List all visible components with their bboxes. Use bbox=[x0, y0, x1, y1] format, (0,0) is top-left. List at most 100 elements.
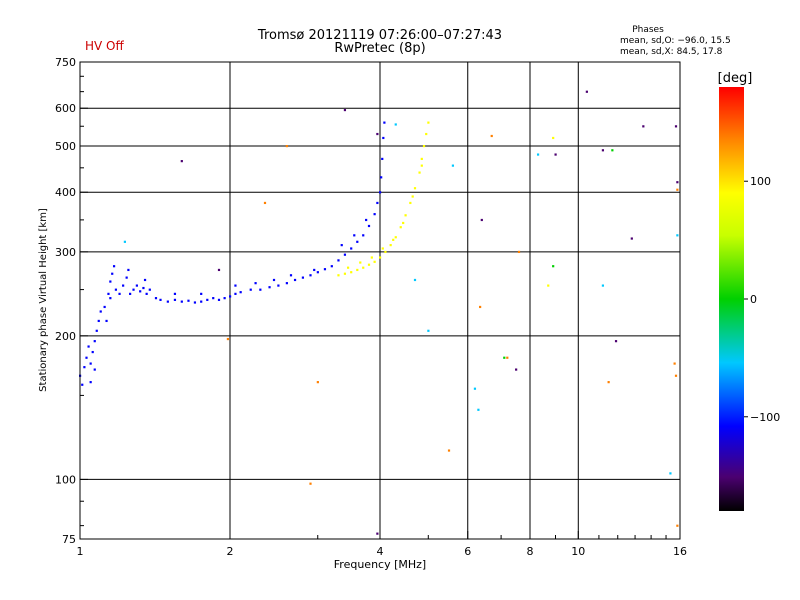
data-point bbox=[389, 244, 392, 247]
data-point bbox=[473, 387, 477, 390]
data-point bbox=[630, 237, 633, 240]
data-point bbox=[125, 276, 128, 279]
y-tick-label: 600 bbox=[55, 102, 76, 115]
data-point bbox=[381, 157, 384, 161]
data-point bbox=[379, 191, 382, 194]
data-point bbox=[166, 300, 169, 303]
data-point bbox=[402, 221, 405, 225]
scatter-points bbox=[79, 90, 679, 535]
data-point bbox=[480, 218, 483, 222]
data-point bbox=[380, 176, 383, 179]
data-point bbox=[346, 266, 350, 269]
data-point bbox=[143, 278, 147, 282]
x-tick-label: 6 bbox=[464, 545, 471, 558]
data-point bbox=[477, 408, 480, 411]
y-tick-label: 200 bbox=[55, 330, 76, 343]
phases-header: Phases bbox=[632, 25, 664, 35]
data-point bbox=[420, 157, 423, 161]
data-point bbox=[343, 272, 347, 275]
data-point bbox=[370, 256, 373, 259]
data-point bbox=[373, 260, 376, 263]
data-point bbox=[394, 123, 397, 126]
data-point bbox=[159, 298, 162, 301]
data-point bbox=[490, 134, 493, 138]
x-tick-label: 16 bbox=[673, 545, 687, 558]
data-point bbox=[217, 268, 221, 272]
data-point bbox=[81, 383, 84, 386]
data-point bbox=[611, 149, 614, 152]
data-point bbox=[105, 319, 108, 323]
data-point bbox=[259, 288, 262, 291]
data-point bbox=[422, 144, 426, 148]
data-point bbox=[353, 234, 356, 237]
data-point bbox=[316, 271, 319, 274]
data-point bbox=[427, 329, 430, 332]
data-point bbox=[418, 171, 421, 174]
data-point bbox=[379, 256, 382, 259]
data-point bbox=[289, 274, 293, 277]
hv-status: HV Off bbox=[85, 39, 124, 53]
data-point bbox=[376, 201, 379, 205]
data-point bbox=[517, 250, 521, 254]
data-point bbox=[272, 278, 276, 282]
data-point bbox=[180, 300, 183, 303]
data-point bbox=[479, 305, 482, 309]
data-point bbox=[674, 374, 678, 377]
data-point bbox=[337, 259, 340, 262]
data-point bbox=[365, 218, 368, 222]
data-point bbox=[127, 268, 130, 272]
x-axis-label: Frequency [MHz] bbox=[334, 558, 426, 571]
data-point bbox=[515, 368, 518, 371]
data-point bbox=[93, 368, 96, 371]
x-tick-label: 1 bbox=[77, 545, 84, 558]
data-point bbox=[93, 340, 96, 343]
data-point bbox=[123, 240, 126, 243]
data-point bbox=[263, 201, 267, 205]
data-point bbox=[154, 297, 158, 300]
data-point bbox=[107, 292, 110, 295]
data-point bbox=[343, 253, 347, 256]
data-point bbox=[367, 224, 371, 228]
data-point bbox=[206, 298, 209, 301]
x-tick-label: 8 bbox=[527, 545, 534, 558]
data-point bbox=[350, 247, 353, 250]
data-point bbox=[173, 292, 177, 295]
data-point bbox=[132, 288, 135, 291]
data-point bbox=[254, 282, 257, 285]
data-point bbox=[129, 292, 132, 295]
y-tick-label: 500 bbox=[55, 140, 76, 153]
data-point bbox=[229, 295, 232, 298]
data-point bbox=[285, 282, 288, 285]
data-point bbox=[356, 240, 359, 243]
x-tick-label: 10 bbox=[571, 545, 585, 558]
data-point bbox=[226, 337, 230, 341]
data-point bbox=[142, 286, 145, 290]
data-point bbox=[200, 300, 203, 303]
data-point bbox=[676, 188, 679, 191]
data-point bbox=[343, 108, 347, 112]
colorbar bbox=[719, 87, 744, 511]
data-point bbox=[383, 121, 386, 124]
colorbar-tick-label: −100 bbox=[750, 411, 780, 424]
y-tick-label: 100 bbox=[55, 473, 76, 486]
data-point bbox=[674, 125, 678, 128]
data-point bbox=[585, 90, 588, 93]
chart-subtitle: RwPretec (8p) bbox=[334, 41, 425, 56]
data-point bbox=[506, 356, 509, 359]
data-point bbox=[409, 201, 412, 205]
data-point bbox=[420, 164, 423, 167]
data-point bbox=[554, 153, 557, 156]
colorbar-tick-label: 0 bbox=[750, 293, 757, 306]
data-point bbox=[373, 213, 376, 216]
data-point bbox=[392, 238, 395, 241]
data-point bbox=[547, 284, 550, 287]
data-point bbox=[173, 298, 177, 301]
x-tick-label: 4 bbox=[377, 545, 384, 558]
data-point bbox=[217, 298, 221, 301]
data-point bbox=[642, 125, 645, 128]
data-point bbox=[111, 272, 114, 275]
data-point bbox=[95, 329, 98, 332]
data-point bbox=[309, 482, 312, 485]
data-point bbox=[607, 381, 610, 384]
data-point bbox=[122, 284, 125, 287]
